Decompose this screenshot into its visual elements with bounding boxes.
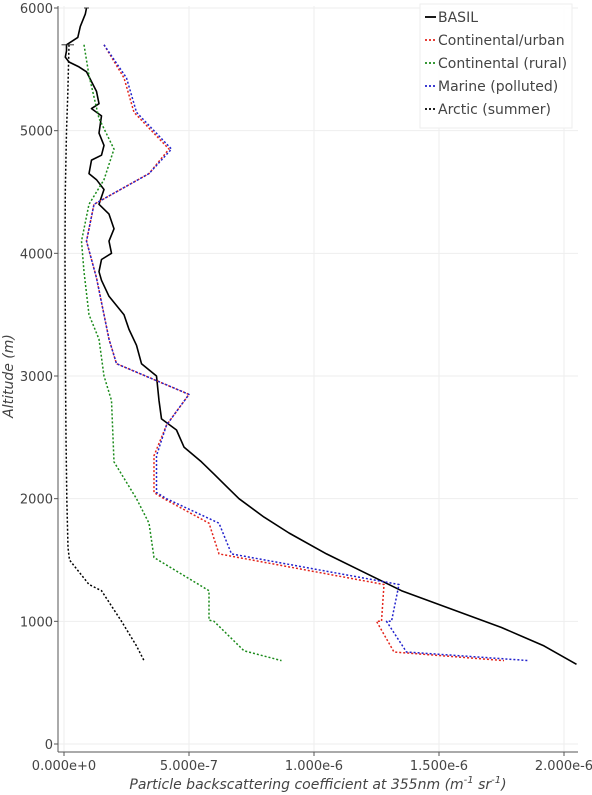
x-axis-unit-open: (m: [445, 777, 464, 793]
y-tick-label: 1000: [20, 615, 53, 630]
series-line-arctic-summer: [64, 44, 145, 661]
legend-label-marine-polluted: Marine (polluted): [438, 79, 558, 95]
grid-lines: [58, 6, 578, 752]
x-axis-unit-sr: sr: [474, 777, 493, 793]
x-tick-label: 1.500e-6: [410, 759, 468, 774]
x-axis-unit-exp1: -1: [464, 775, 474, 786]
x-tick-label: 0.000e+0: [32, 759, 96, 774]
y-tick-label: 6000: [20, 2, 53, 17]
y-tick-label: 3000: [20, 370, 53, 385]
series-line-marine-polluted: [85, 44, 530, 662]
series-line-basil: [64, 7, 577, 665]
legend-box: [419, 3, 573, 129]
y-tick-label: 5000: [20, 125, 53, 140]
y-axis-title: Altitude (m): [1, 334, 17, 419]
y-tick-label: 0: [45, 738, 53, 753]
tick-labels: 0.000e+0 5.000e-7 1.000e-6 1.500e-6 2.000e-6…: [20, 2, 592, 774]
x-tick-label: 5.000e-7: [160, 759, 218, 774]
axes: [54, 6, 578, 756]
y-tick-label: 4000: [20, 247, 53, 262]
x-axis-title-text: Particle backscattering coefficient at 3…: [129, 777, 440, 793]
series-lines: [61, 7, 577, 665]
series-line-continental-rural: [80, 44, 282, 662]
legend-label-continental-urban: Continental/urban: [438, 33, 565, 49]
y-tick-label: 2000: [20, 493, 53, 508]
x-tick-label: 2.000e-6: [535, 759, 592, 774]
x-axis-title: Particle backscattering coefficient at 3…: [129, 775, 506, 793]
y-axis-title-text: Altitude: [1, 363, 17, 419]
x-axis-unit-exp2: -1: [491, 775, 501, 786]
x-axis-unit-close: ): [500, 777, 506, 793]
legend-label-arctic-summer: Arctic (summer): [438, 102, 551, 118]
legend: BASIL Continental/urban Continental (rural…: [419, 3, 573, 129]
x-tick-label: 1.000e-6: [285, 759, 343, 774]
y-axis-unit: (m): [1, 334, 17, 359]
legend-label-basil: BASIL: [438, 10, 478, 26]
legend-label-continental-rural: Continental (rural): [438, 56, 567, 72]
series-line-continental-urban: [85, 44, 505, 662]
